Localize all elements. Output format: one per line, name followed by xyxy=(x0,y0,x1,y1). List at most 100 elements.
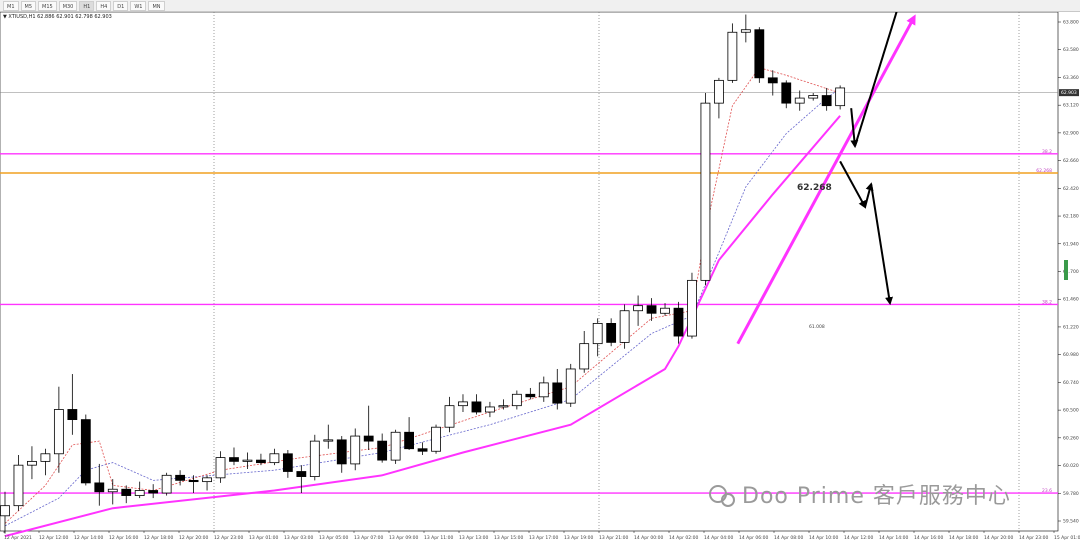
projection-arrow xyxy=(864,182,874,208)
candle xyxy=(808,93,819,101)
timeframe-m5[interactable]: M5 xyxy=(20,1,36,11)
timeframe-m15[interactable]: M15 xyxy=(38,1,57,11)
candle-body xyxy=(552,382,563,404)
x-tick-label: 14 Apr 18:00 xyxy=(949,535,978,541)
candle-body xyxy=(538,382,549,398)
candle xyxy=(673,301,684,344)
candle-body xyxy=(269,453,280,464)
candle-body xyxy=(363,435,374,442)
candle-body xyxy=(821,95,832,107)
ma-slow-line xyxy=(4,115,841,538)
candle-body xyxy=(619,310,630,343)
x-tick-label: 14 Apr 10:00 xyxy=(809,535,838,541)
candle-body xyxy=(592,322,603,345)
x-tick-label: 14 Apr 23:00 xyxy=(1019,535,1048,541)
y-tick-label: 63.800 xyxy=(1063,20,1079,26)
candle-body xyxy=(350,435,361,465)
y-tick-label: 62.660 xyxy=(1063,158,1079,164)
candle xyxy=(498,399,509,410)
candle-body xyxy=(740,29,751,33)
level-note: 61.008 xyxy=(809,324,825,330)
candle-body xyxy=(444,405,455,428)
candle-body xyxy=(498,405,509,408)
candle xyxy=(565,363,576,407)
y-tick-label: 63.580 xyxy=(1063,47,1079,53)
candle xyxy=(323,424,334,449)
candle xyxy=(0,491,10,534)
candle xyxy=(175,470,186,486)
candle xyxy=(229,447,239,466)
timeframe-d1[interactable]: D1 xyxy=(113,1,129,11)
candle-body xyxy=(256,459,266,464)
candle xyxy=(269,448,280,466)
candle xyxy=(94,463,105,506)
timeframe-toolbar: M1 M5 M15 M30 H1 H4 D1 W1 MN xyxy=(0,0,1080,12)
y-tick-label: 62.420 xyxy=(1063,186,1079,192)
candle-body xyxy=(794,97,805,104)
projection-arrow xyxy=(839,160,867,209)
candle-body xyxy=(13,464,24,507)
candle xyxy=(107,479,118,505)
timeframe-w1[interactable]: W1 xyxy=(130,1,147,11)
candle xyxy=(458,394,468,413)
symbol-header: ▼ XTIUSD,H1 62.886 62.901 62.798 62.903 xyxy=(3,14,112,20)
timeframe-h4[interactable]: H4 xyxy=(96,1,112,11)
x-tick-label: 13 Apr 01:00 xyxy=(249,535,278,541)
candle xyxy=(188,475,199,494)
candle-body xyxy=(633,305,643,312)
plot-area xyxy=(0,12,1059,532)
candle xyxy=(350,428,361,471)
x-tick-label: 13 Apr 19:00 xyxy=(564,535,593,541)
candle xyxy=(821,87,832,111)
candle xyxy=(471,394,482,415)
candle xyxy=(687,272,697,339)
y-tick-label: 63.120 xyxy=(1063,103,1079,109)
candle-body xyxy=(767,77,778,84)
timeframe-m1[interactable]: M1 xyxy=(3,1,19,11)
timeframe-h1[interactable]: H1 xyxy=(79,1,95,11)
x-tick-label: 13 Apr 21:00 xyxy=(599,535,628,541)
candle xyxy=(27,446,37,480)
current-price-tag-text: 62.903 xyxy=(1061,90,1077,96)
timeframe-m30[interactable]: M30 xyxy=(58,1,78,11)
candle xyxy=(781,80,792,109)
candle-body xyxy=(377,440,388,461)
candle xyxy=(242,452,253,469)
candle-body xyxy=(727,31,738,81)
x-tick-label: 12 Apr 18:00 xyxy=(144,535,173,541)
candle-body xyxy=(417,448,428,452)
candle xyxy=(592,318,603,357)
candle-body xyxy=(242,459,253,462)
candle xyxy=(336,436,347,473)
candle-body xyxy=(511,393,522,407)
candle-body xyxy=(121,488,132,496)
candle-body xyxy=(565,368,576,404)
candle xyxy=(256,453,266,466)
y-tick-label: 60.980 xyxy=(1063,352,1079,358)
candle-body xyxy=(660,307,670,314)
candle-body xyxy=(336,439,347,465)
candle xyxy=(67,374,78,435)
x-tick-label: 14 Apr 00:00 xyxy=(634,535,663,541)
candle-body xyxy=(107,488,118,493)
candle xyxy=(727,23,738,83)
x-tick-label: 12 Apr 16:00 xyxy=(109,535,138,541)
candle-body xyxy=(673,307,684,337)
y-tick-label: 60.500 xyxy=(1063,408,1079,414)
candle xyxy=(444,396,455,433)
trend-line-arrow xyxy=(736,14,916,345)
timeframe-mn[interactable]: MN xyxy=(148,1,165,11)
x-tick-label: 14 Apr 06:00 xyxy=(739,535,768,541)
x-tick-label: 12 Apr 20:00 xyxy=(179,535,208,541)
candle xyxy=(606,318,617,347)
level-label: 38.2 xyxy=(1042,299,1052,305)
candle xyxy=(794,90,805,111)
y-tick-label: 62.180 xyxy=(1063,214,1079,220)
candle-body xyxy=(700,102,711,281)
x-tick-label: 14 Apr 04:00 xyxy=(704,535,733,541)
candle xyxy=(552,368,563,410)
y-tick-label: 63.360 xyxy=(1063,75,1079,81)
candle-body xyxy=(781,82,792,104)
candle xyxy=(390,429,401,464)
candle-body xyxy=(606,322,617,343)
